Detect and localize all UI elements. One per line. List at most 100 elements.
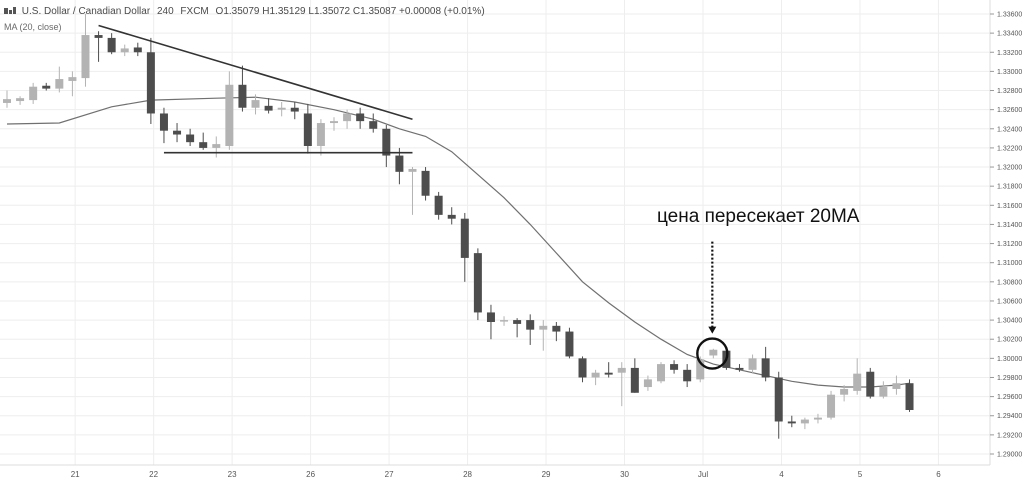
candle — [159, 107, 168, 144]
candle-body — [853, 373, 862, 391]
x-tick-label: 26 — [306, 470, 315, 479]
y-tick-label: 1.29000 — [997, 452, 1022, 459]
candle-body — [356, 113, 365, 122]
candle-body — [29, 86, 38, 101]
annotation-circle — [696, 337, 729, 370]
candle-body — [133, 47, 142, 53]
x-tick-label: 5 — [858, 470, 863, 479]
y-tick-label: 1.33600 — [997, 12, 1022, 19]
annotation-text: цена пересекает 20МА — [657, 206, 860, 227]
candle-body — [709, 349, 718, 356]
candle — [264, 98, 273, 114]
candle — [853, 358, 862, 395]
candle-body — [840, 388, 849, 395]
candle-body — [670, 364, 679, 370]
candle — [486, 304, 495, 340]
candle — [277, 102, 286, 117]
candle — [709, 348, 718, 359]
symbol-line[interactable]: U.S. Dollar / Canadian Dollar 240 FXCM O… — [4, 6, 489, 17]
y-tick-label: 1.31200 — [997, 241, 1022, 248]
candle-body — [238, 84, 247, 108]
candle — [526, 314, 535, 345]
candle-body — [434, 195, 443, 215]
candle — [460, 212, 469, 282]
candle-body — [68, 77, 77, 81]
candle — [905, 379, 914, 412]
y-tick-label: 1.32600 — [997, 107, 1022, 114]
candle — [434, 191, 443, 220]
candle — [316, 119, 325, 156]
candle — [774, 371, 783, 439]
candle — [643, 375, 652, 391]
candle — [892, 375, 901, 395]
candle — [133, 42, 142, 57]
candle — [212, 136, 221, 158]
candle — [670, 360, 679, 374]
candle — [800, 417, 809, 430]
grid-lines — [0, 0, 990, 465]
y-tick-label: 1.29200 — [997, 432, 1022, 439]
candle — [500, 316, 509, 326]
candle — [421, 167, 430, 201]
candle — [290, 102, 299, 120]
y-tick-label: 1.33000 — [997, 69, 1022, 76]
tradingview-logo-icon — [4, 7, 16, 14]
y-tick-label: 1.32000 — [997, 165, 1022, 172]
x-tick-label: 21 — [71, 470, 80, 479]
candle-body — [316, 123, 325, 146]
candle — [29, 82, 38, 104]
interval[interactable]: 240 — [156, 6, 174, 17]
y-tick-label: 1.30000 — [997, 356, 1022, 363]
candles-layer — [3, 14, 914, 439]
data-source: FXCM — [180, 6, 209, 17]
y-tick-label: 1.31000 — [997, 260, 1022, 267]
y-tick-label: 1.32200 — [997, 145, 1022, 152]
candle — [683, 364, 692, 388]
candle-body — [591, 372, 600, 378]
candle — [251, 94, 260, 115]
candle-body — [55, 79, 64, 89]
candle — [303, 103, 312, 154]
candle-body — [657, 364, 665, 382]
candle-body — [264, 105, 273, 111]
y-tick-label: 1.33400 — [997, 31, 1022, 38]
candle — [447, 207, 456, 225]
trendlines-layer — [98, 24, 413, 154]
candle — [55, 66, 64, 93]
candle — [173, 123, 182, 143]
candle — [630, 358, 639, 393]
symbol-title[interactable]: U.S. Dollar / Canadian Dollar — [21, 6, 151, 17]
candle — [813, 413, 822, 424]
candle-body — [251, 100, 260, 108]
x-axis: 21 22 23 26 27 28 29 30 Jul 4 5 6 — [0, 464, 990, 479]
candle-body — [748, 358, 757, 370]
y-tick-label: 1.33200 — [997, 50, 1022, 57]
candle-body — [186, 134, 195, 143]
indicator-legend[interactable]: MA (20, close) — [4, 22, 62, 32]
candle-body — [774, 377, 783, 422]
candle — [330, 117, 338, 131]
candle — [356, 107, 365, 129]
candle-body — [382, 128, 391, 156]
candle-body — [578, 358, 587, 378]
candle-body — [643, 379, 652, 388]
candle-body — [330, 121, 338, 124]
candle-body — [513, 320, 522, 324]
candle — [186, 128, 195, 146]
y-tick-label: 1.30400 — [997, 318, 1022, 325]
candle-body — [173, 130, 182, 135]
candle — [578, 356, 587, 383]
x-tick-label: 27 — [385, 470, 394, 479]
candle-body — [369, 121, 378, 129]
candle-body — [787, 421, 796, 424]
candle-body — [879, 387, 888, 397]
candle-body — [866, 371, 875, 397]
candle — [552, 322, 561, 342]
y-tick-label: 1.31400 — [997, 222, 1022, 229]
candle-body — [800, 419, 809, 424]
x-tick-label: 4 — [779, 470, 784, 479]
candle-body — [473, 253, 482, 313]
candle — [657, 362, 665, 384]
candle — [827, 390, 836, 420]
